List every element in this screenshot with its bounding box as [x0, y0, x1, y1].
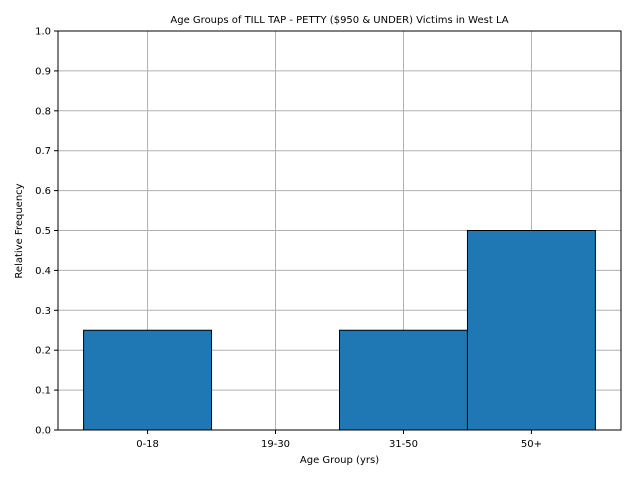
- x-tick-label: 0-18: [136, 439, 159, 450]
- y-tick-label: 0.1: [35, 386, 51, 397]
- x-axis-ticks: 0-18 19-30 31-50 50+: [136, 430, 542, 450]
- x-tick-label: 31-50: [389, 439, 418, 450]
- bar-50+: [466, 230, 596, 431]
- y-tick-label: 0.5: [35, 226, 51, 237]
- bars: [83, 230, 596, 431]
- y-tick-label: 0.2: [35, 346, 51, 357]
- y-tick-label: 0.0: [35, 426, 51, 437]
- y-axis-label: Relative Frequency: [14, 183, 25, 278]
- y-tick-label: 0.8: [35, 106, 51, 117]
- y-tick-label: 0.6: [35, 186, 51, 197]
- x-axis-label: Age Group (yrs): [300, 455, 379, 466]
- y-axis-ticks: 0.0 0.1 0.2 0.3 0.4 0.5 0.6 0.7 0.8 0.9 1.0: [35, 27, 58, 437]
- bar-0-18: [83, 329, 213, 431]
- y-tick-label: 1.0: [35, 27, 51, 38]
- y-tick-label: 0.3: [35, 306, 51, 317]
- x-tick-label: 19-30: [261, 439, 290, 450]
- bar-31-50: [339, 329, 468, 431]
- y-tick-label: 0.4: [35, 266, 51, 277]
- y-tick-label: 0.9: [35, 66, 51, 77]
- chart-title: Age Groups of TILL TAP - PETTY ($950 & U…: [170, 15, 508, 26]
- x-tick-label: 50+: [521, 439, 542, 450]
- y-tick-label: 0.7: [35, 146, 51, 157]
